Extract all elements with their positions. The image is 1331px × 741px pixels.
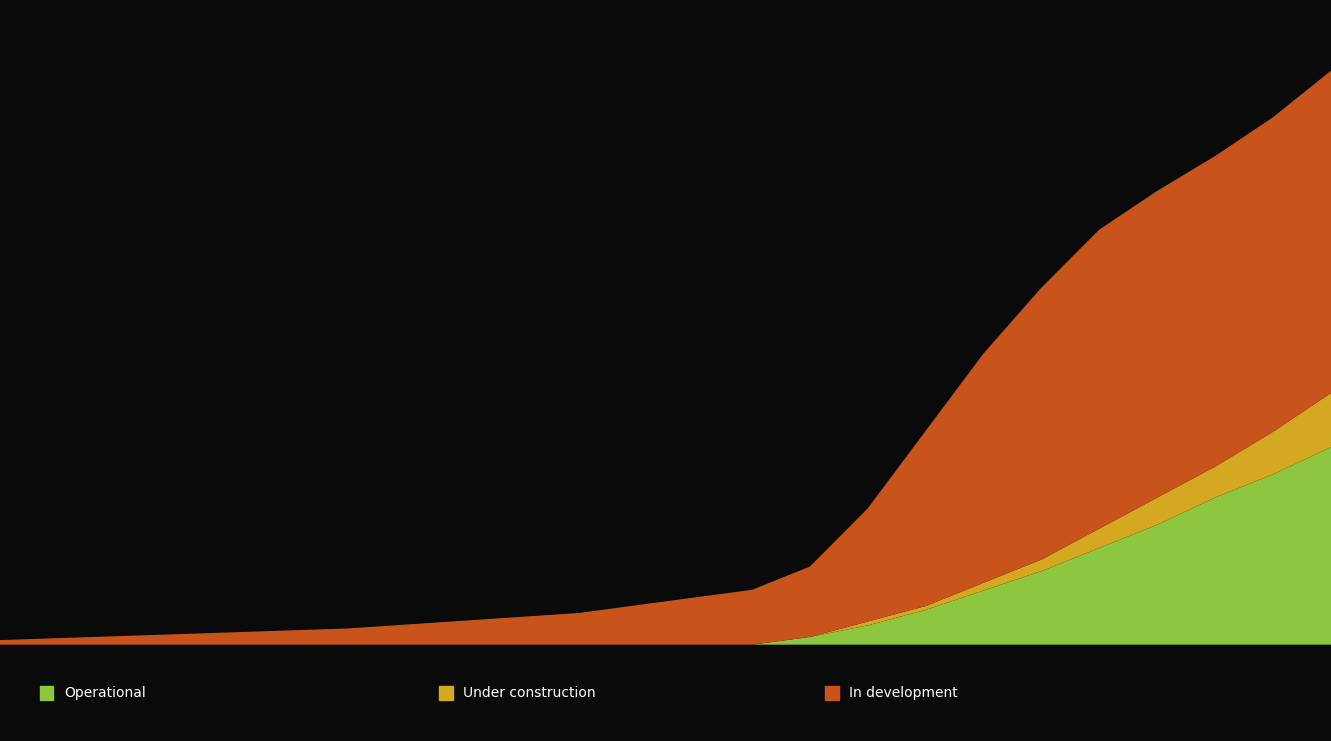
Text: In development: In development <box>849 686 958 700</box>
Text: Operational: Operational <box>64 686 145 700</box>
Text: Under construction: Under construction <box>463 686 596 700</box>
